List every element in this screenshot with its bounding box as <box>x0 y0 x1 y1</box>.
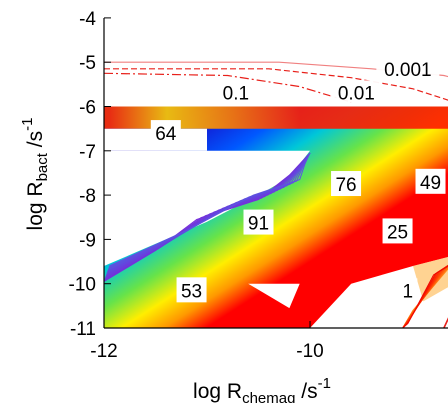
contour-label-text: 1 <box>403 281 414 302</box>
x-tick-label: -10 <box>296 341 323 362</box>
contour-label-text: 0.01 <box>338 83 375 104</box>
contour-label-box <box>330 80 383 103</box>
contour-label-text: 0.001 <box>384 60 432 81</box>
contour-label-box <box>398 278 418 301</box>
y-tick-label: -7 <box>79 142 96 163</box>
contour-label-text: 49 <box>420 173 441 194</box>
y-tick-label: -6 <box>79 98 96 119</box>
y-tick-label: -11 <box>70 319 96 340</box>
contour-orange <box>402 265 448 328</box>
contour-label: 0.1 <box>215 80 257 104</box>
contour-label: 53 <box>176 277 207 303</box>
contour-purple <box>108 152 311 267</box>
contour-lines <box>104 61 448 328</box>
y-tick-label: -4 <box>79 9 96 30</box>
contour-label: 25 <box>382 218 413 244</box>
contour-label-text: 64 <box>155 124 177 145</box>
contour-label: 76 <box>331 171 362 197</box>
contour-label: 49 <box>415 168 446 194</box>
contour-top-dashdot <box>104 72 352 103</box>
contour-label-box <box>376 56 440 79</box>
contour-label-box <box>215 80 257 103</box>
axes: -11-10-9-8-7-6-5-4-12-10-8-6 <box>69 9 448 362</box>
y-tick-label: -9 <box>79 230 96 251</box>
white-notch <box>248 283 300 309</box>
contour-label-text: 76 <box>335 175 356 196</box>
y-tick-label: -10 <box>69 275 96 296</box>
contour-label-text: 91 <box>248 214 269 235</box>
contour-label-text: 0.1 <box>223 83 249 104</box>
contour-label-box <box>331 171 362 197</box>
x-tick-label: -12 <box>90 341 117 362</box>
contour-label: 1 <box>398 278 418 302</box>
contour-label: 0.001 <box>376 56 440 81</box>
orange-fan <box>413 256 448 302</box>
y-tick-label: -5 <box>79 53 96 74</box>
contour-label-box <box>150 120 181 146</box>
y-axis-label: log Rbact /s-1 <box>19 118 51 231</box>
contour-label-text: 25 <box>387 222 408 243</box>
contour-label-box <box>382 218 413 244</box>
contour-top-dashed <box>104 68 448 101</box>
contour-label: 64 <box>150 120 181 146</box>
contour-label: 91 <box>243 209 274 235</box>
heatmap-fill <box>104 106 448 328</box>
heat-top-band <box>104 106 448 129</box>
contour-label-box <box>243 209 274 235</box>
contour-label-text: 53 <box>181 281 202 302</box>
white-region-lower-left <box>104 150 310 266</box>
contour-label: 0.01 <box>330 80 383 104</box>
contour-label-box <box>176 277 207 303</box>
contour-label-box <box>415 168 446 194</box>
y-tick-label: -8 <box>79 186 96 207</box>
x-axis-label: log Rchemaq /s-1 <box>193 375 331 403</box>
